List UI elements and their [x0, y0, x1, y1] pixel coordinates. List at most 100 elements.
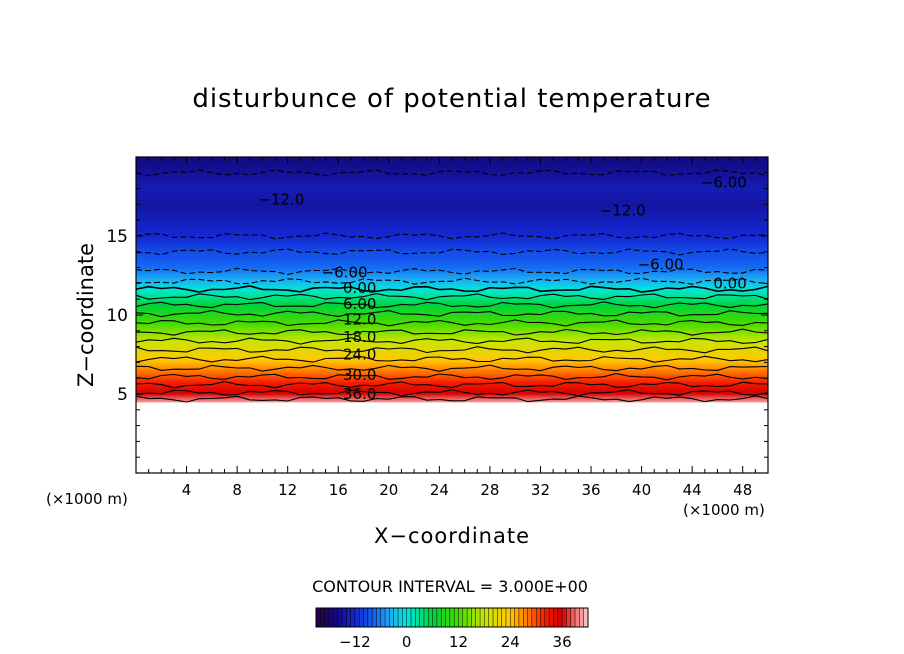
heatmap-band	[136, 368, 768, 371]
colorbar-cell	[488, 608, 494, 627]
heatmap-band	[136, 341, 768, 344]
contour-line	[135, 355, 769, 363]
colorbar-cell	[359, 608, 364, 627]
colorbar-cell	[320, 608, 325, 627]
heatmap-band	[136, 363, 768, 367]
colorbar-cell	[316, 608, 321, 627]
heatmap-band	[136, 387, 768, 390]
colorbar-cell	[389, 608, 395, 627]
heatmap-band	[136, 244, 768, 248]
contour-label: −12.0	[258, 191, 304, 209]
heatmap-band	[136, 309, 768, 313]
heatmap-band	[136, 251, 768, 254]
heatmap-band	[136, 393, 768, 397]
colorbar-cell	[415, 608, 420, 627]
colorbar-cell	[441, 608, 446, 627]
contour-lines	[135, 169, 769, 403]
heatmap-band	[136, 295, 768, 299]
contour-label: −6.00	[638, 255, 684, 273]
colorbar-cell	[402, 608, 407, 627]
colorbar-cell	[385, 608, 390, 627]
contour-line	[135, 293, 769, 301]
contour-line	[135, 285, 769, 293]
heatmap-band	[136, 290, 768, 294]
heatmap-band	[136, 194, 768, 197]
heatmap-band	[136, 275, 768, 278]
colorbar-cell	[475, 608, 481, 627]
colorbar-cell	[505, 608, 511, 627]
colorbar-tick-label: 12	[449, 633, 468, 651]
heatmap-band	[136, 330, 768, 333]
colorbar-cell	[449, 608, 455, 627]
colorbar-cell	[583, 608, 589, 627]
y-tick-label: 5	[117, 385, 128, 405]
colorbar-cell	[467, 608, 472, 627]
contour-line	[135, 267, 769, 275]
heatmap-band	[136, 312, 768, 316]
colorbar-cell	[557, 608, 563, 627]
heatmap-band	[136, 369, 768, 373]
heatmap-band	[136, 316, 768, 319]
contour-line	[135, 301, 769, 309]
colorbar-cell	[376, 608, 382, 627]
contour-label: 0.00	[343, 279, 376, 297]
colorbar-cell	[553, 608, 559, 627]
heatmap-band	[136, 257, 768, 261]
heatmap-band	[136, 229, 768, 232]
heatmap-band	[136, 346, 768, 349]
heatmap-band	[136, 298, 768, 302]
colorbar-cell	[398, 608, 403, 627]
heatmap-band	[136, 385, 768, 389]
heatmap-band	[136, 344, 768, 348]
contour-line	[135, 328, 769, 336]
colorbar-cell	[367, 608, 373, 627]
heatmap-band	[136, 268, 768, 272]
colorbar-cell	[493, 608, 498, 627]
colorbar-cell	[428, 608, 433, 627]
heatmap-band	[136, 259, 768, 262]
contour-line	[135, 373, 769, 381]
heatmap-band	[136, 335, 768, 338]
heatmap-band	[136, 293, 768, 297]
colorbar-cell	[579, 608, 584, 627]
colorbar-cell	[501, 608, 507, 627]
colorbar-cell	[523, 608, 528, 627]
heatmap-band	[136, 361, 768, 365]
heatmap-band	[136, 390, 768, 393]
colorbar-cell	[540, 608, 546, 627]
heatmap-band	[136, 214, 768, 218]
heatmap-band	[136, 395, 768, 398]
colorbar-cell	[410, 608, 416, 627]
heatmap-band	[136, 276, 768, 280]
contour-label: 0.00	[713, 274, 746, 292]
x-axis-label: X−coordinate	[374, 524, 530, 548]
x-tick-label: 20	[379, 481, 398, 499]
heatmap-band	[136, 372, 768, 376]
heatmap-band	[136, 222, 768, 226]
heatmap-band	[136, 189, 768, 193]
contour-label: 30.0	[343, 366, 376, 384]
heatmap-band	[136, 365, 768, 368]
contour-interval-label: CONTOUR INTERVAL = 3.000E+00	[312, 577, 588, 596]
contour-label: 12.0	[343, 311, 376, 329]
colorbar-cell	[471, 608, 477, 627]
heatmap-band	[136, 328, 768, 332]
heatmap-band	[136, 192, 768, 196]
heatmap-band	[136, 178, 768, 182]
heatmap-band	[136, 218, 768, 221]
heatmap-band	[136, 202, 768, 205]
contour-line	[135, 309, 769, 318]
heatmap-band	[136, 175, 768, 179]
heatmap-band	[136, 233, 768, 237]
x-tick-label: 4	[182, 481, 192, 499]
colorbar-tick-label: 36	[553, 633, 572, 651]
x-unit-label: (×1000 m)	[683, 501, 765, 519]
x-tick-label: 44	[683, 481, 702, 499]
heatmap-band	[136, 167, 768, 171]
heatmap-band	[136, 327, 768, 330]
colorbar-cell	[514, 608, 520, 627]
heatmap-band	[136, 252, 768, 256]
heatmap-band	[136, 374, 768, 378]
colorbar	[316, 608, 589, 627]
heatmap-band	[136, 191, 768, 194]
